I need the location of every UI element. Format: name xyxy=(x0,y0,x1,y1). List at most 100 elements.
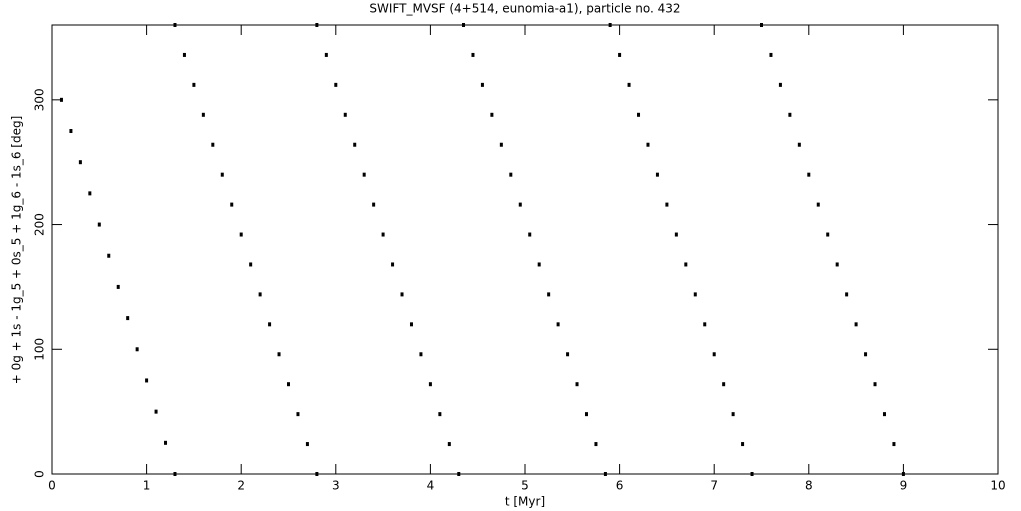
point xyxy=(362,172,366,177)
point xyxy=(97,222,101,227)
point xyxy=(637,112,641,117)
point xyxy=(518,202,522,207)
point xyxy=(315,23,319,27)
point xyxy=(164,440,168,445)
point xyxy=(665,202,669,207)
chart-title: SWIFT_MVSF (4+514, eunomia-a1), particle… xyxy=(369,2,680,16)
point xyxy=(145,378,149,383)
point xyxy=(722,382,726,387)
point xyxy=(258,292,262,297)
point xyxy=(835,262,839,267)
x-tick-label: 5 xyxy=(521,479,529,493)
point xyxy=(778,82,782,87)
point xyxy=(684,262,688,267)
point xyxy=(154,409,158,414)
y-tick-label: 100 xyxy=(33,338,47,361)
point xyxy=(173,472,177,476)
point xyxy=(239,232,243,237)
point xyxy=(334,82,338,87)
point xyxy=(731,412,735,417)
y-tick-label: 300 xyxy=(33,88,47,111)
point xyxy=(845,292,849,297)
x-tick-label: 10 xyxy=(990,479,1005,493)
point xyxy=(116,284,120,289)
y-axis-label: + 0g + 1s - 1g_5 + 0s_5 + 1g_6 - 1s_6 [d… xyxy=(10,116,24,385)
x-tick-label: 8 xyxy=(805,479,813,493)
point xyxy=(173,23,177,27)
point xyxy=(324,52,328,57)
point xyxy=(343,112,347,117)
point xyxy=(882,412,886,417)
point xyxy=(182,52,186,57)
point xyxy=(211,142,215,147)
point xyxy=(769,52,773,57)
point xyxy=(126,316,130,321)
point xyxy=(499,142,503,147)
x-tick-label: 9 xyxy=(900,479,908,493)
point xyxy=(353,142,357,147)
point xyxy=(674,232,678,237)
point xyxy=(192,82,196,87)
point xyxy=(480,82,484,87)
point xyxy=(490,112,494,117)
point xyxy=(760,23,763,27)
point xyxy=(381,232,385,237)
point xyxy=(901,472,905,476)
point xyxy=(741,442,745,447)
point xyxy=(892,442,896,447)
x-tick-label: 2 xyxy=(237,479,245,493)
point xyxy=(816,202,820,207)
point xyxy=(509,172,513,177)
point xyxy=(594,442,598,447)
x-tick-label: 0 xyxy=(48,479,56,493)
point xyxy=(220,172,224,177)
point xyxy=(703,322,707,327)
point xyxy=(457,472,461,476)
y-tick-label: 200 xyxy=(33,213,47,236)
point xyxy=(864,352,868,357)
point xyxy=(566,352,570,357)
point xyxy=(528,232,532,237)
point xyxy=(315,472,319,476)
point xyxy=(712,352,716,357)
point xyxy=(296,412,300,417)
plot-frame xyxy=(51,24,999,475)
point xyxy=(409,322,413,327)
point xyxy=(447,442,451,447)
point xyxy=(788,112,792,117)
y-tick-label: 0 xyxy=(33,470,47,478)
point xyxy=(78,160,82,165)
point xyxy=(230,202,234,207)
point xyxy=(59,97,63,102)
point xyxy=(462,23,466,27)
point xyxy=(693,292,697,297)
point xyxy=(547,292,551,297)
point xyxy=(537,262,541,267)
point xyxy=(575,382,579,387)
point xyxy=(750,472,754,476)
point xyxy=(603,472,607,476)
x-tick-label: 6 xyxy=(616,479,624,493)
point xyxy=(400,292,404,297)
point xyxy=(107,253,111,258)
point xyxy=(655,172,659,177)
point xyxy=(873,382,877,387)
point xyxy=(797,142,801,147)
point xyxy=(608,23,612,27)
point xyxy=(428,382,432,387)
point xyxy=(391,262,395,267)
point xyxy=(618,52,622,57)
point xyxy=(201,112,205,117)
x-tick-label: 3 xyxy=(332,479,340,493)
point xyxy=(854,322,858,327)
x-tick-label: 1 xyxy=(143,479,151,493)
point xyxy=(249,262,253,267)
point xyxy=(627,82,631,87)
point xyxy=(287,382,290,387)
point xyxy=(584,412,588,417)
x-tick-label: 7 xyxy=(710,479,718,493)
x-axis-label: t [Myr] xyxy=(505,495,545,509)
point xyxy=(372,202,376,207)
point xyxy=(556,322,560,327)
point xyxy=(69,129,73,134)
